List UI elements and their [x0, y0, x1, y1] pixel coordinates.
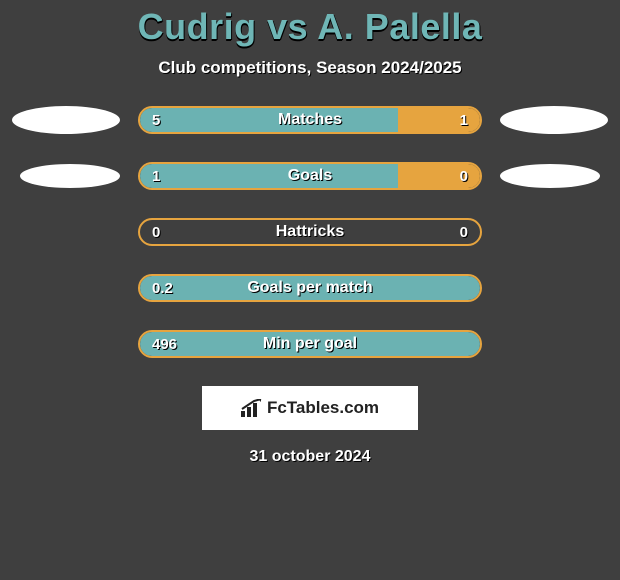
- player-left-oval: [12, 106, 120, 134]
- stat-bar: 51Matches: [138, 106, 482, 134]
- stat-row: 496Min per goal: [0, 330, 620, 358]
- bar-fill-left: [140, 164, 398, 188]
- stat-bar: 10Goals: [138, 162, 482, 190]
- player-right-oval: [500, 106, 608, 134]
- chart-icon: [241, 399, 263, 417]
- bar-fill-left: [140, 108, 398, 132]
- player-left-oval: [20, 164, 120, 188]
- bar-value-left: 0: [152, 220, 160, 244]
- comparison-card: Cudrig vs A. Palella Club competitions, …: [0, 0, 620, 466]
- stat-bars-group: 51Matches 10Goals 0 0Hattricks 0.2Goals per …: [0, 106, 620, 358]
- player-right-oval: [500, 164, 600, 188]
- stat-row: 10Goals: [0, 162, 620, 190]
- date-label: 31 october 2024: [0, 448, 620, 466]
- stat-bar: 0 0Hattricks: [138, 218, 482, 246]
- bar-fill-right: [398, 164, 480, 188]
- stat-bar: 0.2Goals per match: [138, 274, 482, 302]
- bar-fill-left: [140, 276, 480, 300]
- page-title: Cudrig vs A. Palella: [0, 0, 620, 54]
- stat-bar: 496Min per goal: [138, 330, 482, 358]
- stat-row: 0.2Goals per match: [0, 274, 620, 302]
- bar-fill-left: [140, 332, 480, 356]
- site-badge: FcTables.com: [202, 386, 418, 430]
- bar-label: Hattricks: [140, 220, 480, 244]
- stat-row: 51Matches: [0, 106, 620, 134]
- page-subtitle: Club competitions, Season 2024/2025: [0, 58, 620, 78]
- site-label: FcTables.com: [267, 398, 379, 418]
- bar-value-right: 0: [460, 220, 468, 244]
- bar-fill-right: [398, 108, 480, 132]
- stat-row: 0 0Hattricks: [0, 218, 620, 246]
